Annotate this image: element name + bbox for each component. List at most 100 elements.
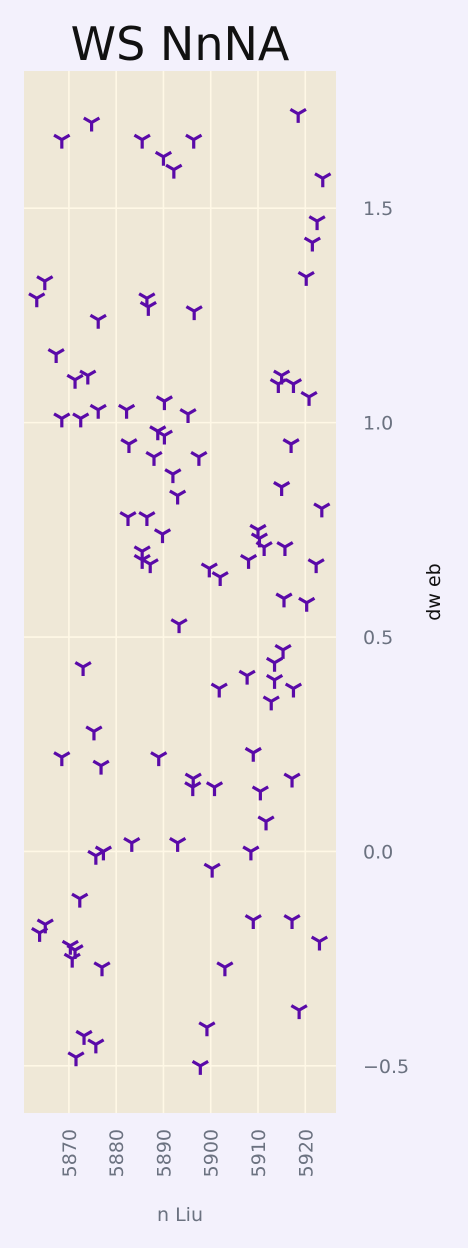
data-point bbox=[191, 1059, 209, 1075]
data-point bbox=[284, 378, 303, 394]
data-point bbox=[203, 862, 221, 878]
data-point bbox=[303, 236, 321, 252]
data-point bbox=[238, 669, 256, 685]
data-point bbox=[275, 592, 293, 608]
data-point bbox=[85, 725, 103, 741]
data-point bbox=[211, 571, 229, 586]
data-point bbox=[313, 502, 331, 518]
data-point bbox=[139, 300, 157, 316]
data-point bbox=[255, 541, 273, 556]
data-point bbox=[133, 133, 151, 149]
data-point bbox=[310, 935, 329, 951]
data-point bbox=[89, 403, 107, 419]
data-point bbox=[36, 275, 54, 291]
data-point bbox=[308, 215, 326, 231]
data-point bbox=[297, 270, 315, 286]
data-point bbox=[198, 1021, 216, 1037]
data-point bbox=[138, 511, 156, 526]
data-point bbox=[273, 481, 291, 496]
data-point bbox=[87, 1038, 105, 1054]
y-tick-label: 1.0 bbox=[363, 413, 393, 435]
data-point bbox=[164, 468, 182, 484]
plot-area bbox=[24, 71, 336, 1113]
data-point bbox=[169, 489, 187, 505]
y-tick-label: 1.5 bbox=[363, 198, 393, 220]
x-tick-labels: 5870 5880 5890 5900 5910 5920 bbox=[59, 1129, 317, 1177]
y-gridlines bbox=[24, 207, 336, 1067]
data-point bbox=[282, 438, 300, 454]
data-point bbox=[185, 305, 203, 321]
data-point bbox=[210, 682, 228, 698]
data-point bbox=[283, 772, 301, 788]
data-point bbox=[123, 836, 141, 852]
y-tick-labels: −0.5 0.0 0.5 1.0 1.5 bbox=[363, 198, 409, 1078]
data-point bbox=[120, 438, 138, 454]
data-point bbox=[274, 644, 292, 659]
data-point bbox=[314, 172, 332, 188]
data-point bbox=[284, 682, 303, 698]
data-point bbox=[119, 511, 137, 526]
data-point bbox=[298, 596, 316, 612]
data-point bbox=[170, 618, 188, 634]
data-point bbox=[154, 150, 173, 166]
data-point bbox=[92, 759, 110, 775]
x-tick-label: 5900 bbox=[201, 1129, 223, 1177]
data-point bbox=[66, 373, 84, 389]
data-point bbox=[262, 695, 280, 711]
data-point bbox=[185, 133, 203, 149]
data-point bbox=[283, 914, 301, 930]
data-point bbox=[71, 892, 89, 908]
data-point bbox=[93, 961, 111, 977]
data-point bbox=[290, 1004, 308, 1020]
data-point bbox=[169, 836, 187, 852]
data-point bbox=[239, 553, 258, 569]
data-point bbox=[251, 785, 269, 801]
x-gridlines bbox=[68, 71, 307, 1113]
y-tick-label: 0.0 bbox=[363, 841, 393, 863]
data-point bbox=[63, 952, 81, 968]
data-point bbox=[72, 412, 90, 428]
data-point bbox=[300, 391, 318, 406]
data-point bbox=[190, 451, 208, 466]
x-tick-label: 5880 bbox=[106, 1129, 128, 1177]
data-point bbox=[244, 746, 262, 762]
data-points bbox=[28, 107, 332, 1075]
x-tick-label: 5890 bbox=[153, 1129, 175, 1177]
data-point bbox=[53, 133, 71, 149]
data-point bbox=[79, 369, 97, 385]
data-point bbox=[141, 558, 159, 574]
data-point bbox=[184, 781, 202, 797]
data-point bbox=[155, 429, 173, 445]
data-point bbox=[153, 528, 172, 544]
data-point bbox=[265, 674, 284, 689]
y-tick-label: −0.5 bbox=[363, 1056, 409, 1078]
data-point bbox=[265, 656, 284, 672]
data-point bbox=[289, 107, 307, 123]
data-point bbox=[31, 927, 49, 942]
data-point bbox=[28, 292, 46, 308]
data-point bbox=[179, 408, 197, 424]
data-point bbox=[155, 395, 173, 411]
data-point bbox=[205, 781, 224, 797]
x-tick-label: 5870 bbox=[59, 1129, 81, 1177]
data-point bbox=[216, 961, 234, 977]
x-tick-label: 5920 bbox=[295, 1129, 317, 1177]
x-axis-label: n Liu bbox=[157, 1204, 203, 1226]
data-point bbox=[53, 412, 71, 428]
data-point bbox=[75, 1029, 93, 1045]
data-point bbox=[47, 348, 65, 364]
data-point bbox=[74, 661, 92, 677]
x-tick-label: 5910 bbox=[248, 1129, 270, 1177]
data-point bbox=[83, 116, 101, 132]
data-point bbox=[87, 849, 105, 865]
data-point bbox=[244, 914, 262, 930]
data-point bbox=[257, 815, 275, 831]
data-point bbox=[242, 845, 260, 861]
chart-title: WS NnNA bbox=[71, 17, 290, 71]
data-point bbox=[276, 541, 294, 556]
data-point bbox=[307, 558, 325, 574]
data-point bbox=[67, 1051, 85, 1067]
y-tick-label: 0.5 bbox=[363, 627, 393, 649]
data-point bbox=[165, 163, 183, 179]
